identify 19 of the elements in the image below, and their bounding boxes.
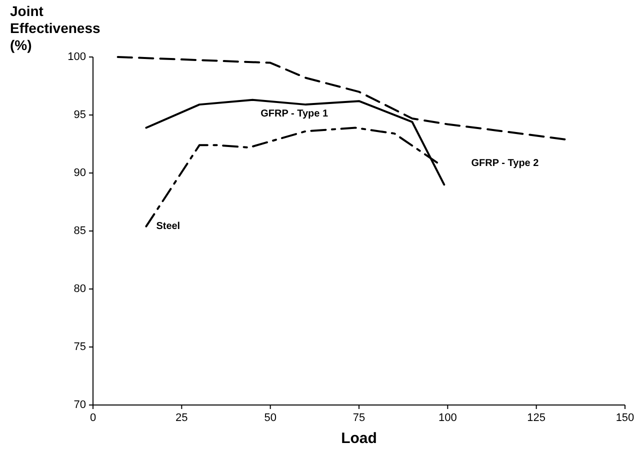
x-tick-label: 150 [616,412,634,424]
x-tick-label: 25 [176,412,188,424]
x-tick-label: 50 [264,412,276,424]
y-tick-label: 100 [68,50,86,63]
y-tick-label: 95 [74,108,86,121]
x-axis-title: Load [341,430,377,447]
series-label: GFRP - Type 1 [260,108,328,120]
x-tick-label: 125 [527,412,546,424]
series-label: Steel [156,221,180,232]
y-axis-title: Joint Effectiveness (%) [10,3,100,53]
x-tick-label: 100 [438,412,457,424]
text: GFRP - Type 2 [471,158,540,169]
y-tick-label: 80 [74,282,86,295]
y-tick-label: 70 [74,398,86,411]
y-tick-label: 90 [74,166,86,179]
x-tick-label: 0 [90,412,96,424]
y-tick-label: 75 [74,340,86,353]
y-tick-label: 85 [74,224,86,237]
x-tick-label: 75 [352,412,366,424]
